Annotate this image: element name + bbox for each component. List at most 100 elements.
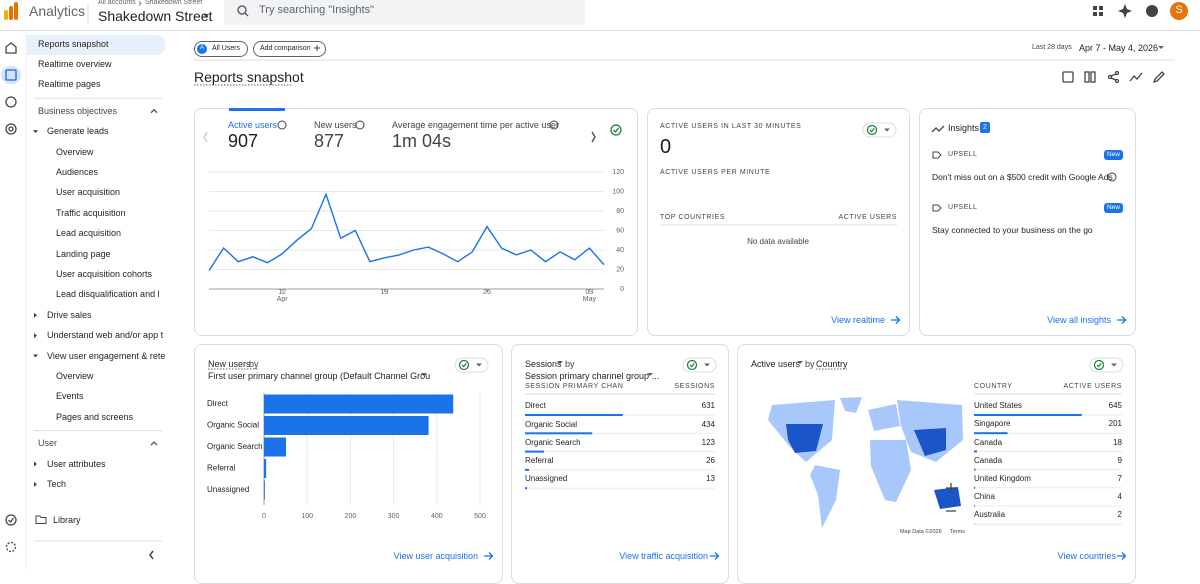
chevron[interactable] — [151, 442, 157, 445]
metric-label[interactable]: Active users — [228, 120, 277, 131]
nav-item[interactable]: Traffic acquisition — [56, 208, 126, 219]
table-cell: 631 — [702, 401, 715, 411]
caret[interactable] — [1158, 46, 1164, 49]
search-placeholder[interactable]: Try searching "Insights" — [259, 4, 374, 17]
table-cell: United States — [974, 401, 1022, 411]
nav-group[interactable]: Drive sales — [47, 310, 92, 321]
card-title-by: by — [805, 359, 815, 370]
expand-caret[interactable] — [34, 333, 37, 338]
nav-item[interactable]: Realtime overview — [38, 59, 112, 70]
table-cell: China — [974, 492, 995, 502]
expand-caret[interactable] — [34, 313, 37, 318]
property-selector[interactable]: Shakedown Street — [98, 8, 212, 25]
page-title: Reports snapshot — [194, 69, 304, 86]
table-cell: Singapore — [974, 419, 1010, 429]
nav-item[interactable]: Overview — [56, 147, 94, 158]
avatar: S — [1175, 4, 1182, 17]
table-cell: Direct — [525, 401, 546, 411]
expand-caret[interactable] — [34, 462, 37, 467]
table-cell: Referral — [525, 456, 553, 466]
card-link[interactable]: View all insights — [1047, 315, 1111, 326]
insight-text[interactable]: Don't miss out on a $500 credit with Goo… — [932, 172, 1113, 182]
nav-group[interactable]: Generate leads — [47, 126, 109, 137]
column-header: TOP COUNTRIES — [660, 214, 725, 222]
new-badge-text: New — [1107, 151, 1120, 159]
expand-caret[interactable] — [33, 355, 38, 358]
nav-item[interactable]: Realtime pages — [38, 79, 101, 90]
table-cell: 645 — [1109, 401, 1122, 411]
metric-value: 1m 04s — [392, 131, 451, 153]
card-title-by: by — [565, 359, 575, 370]
breadcrumb[interactable]: Shakedown Street — [145, 0, 202, 7]
collapse-icon[interactable] — [150, 551, 153, 559]
column-header: COUNTRY — [974, 383, 1013, 391]
nav-item[interactable]: User acquisition — [56, 187, 120, 198]
table-cell: 201 — [1109, 419, 1122, 429]
table-cell: Australia — [974, 510, 1005, 520]
app-name: Analytics — [29, 3, 85, 20]
metric-value: 877 — [314, 131, 344, 153]
table-cell: 13 — [706, 474, 715, 484]
column-header: ACTIVE USERS — [1063, 383, 1122, 391]
metric-label[interactable]: New users — [314, 120, 357, 131]
card-countries — [737, 344, 1136, 584]
column-header: SESSION PRIMARY CHAN — [525, 383, 624, 391]
card-link[interactable]: View traffic acquisition — [619, 551, 708, 562]
card-link[interactable]: View user acquisition — [394, 551, 478, 562]
metric-value: 907 — [228, 131, 258, 153]
nav-item[interactable]: Audiences — [56, 167, 98, 178]
table-cell: Organic Social — [525, 420, 577, 430]
nav-item[interactable]: Library — [53, 515, 81, 526]
nav-group[interactable]: Tech — [47, 479, 66, 490]
nav-group[interactable]: View user engagement & rete — [47, 351, 165, 362]
chevron[interactable] — [151, 110, 157, 113]
map-terms[interactable]: Terms — [950, 529, 965, 536]
count-badge-text: 2 — [983, 124, 987, 132]
card-title: ACTIVE USERS IN LAST 30 MINUTES — [660, 123, 801, 131]
expand-caret[interactable] — [33, 130, 38, 133]
nav-group[interactable]: Understand web and/or app t — [47, 330, 163, 341]
table-cell: 26 — [706, 456, 715, 466]
toolbar-icons[interactable] — [1063, 72, 1164, 83]
card-title: Insights — [948, 123, 979, 134]
nav-item[interactable]: Lead acquisition — [56, 228, 121, 239]
card-title-by: by — [249, 359, 259, 370]
insight-tag: UPSELL — [948, 151, 977, 159]
table-cell: United Kingdom — [974, 474, 1031, 484]
new-badge-text: New — [1107, 204, 1120, 212]
nav-item[interactable]: Reports snapshot — [38, 39, 109, 50]
card-dimension[interactable]: Country — [816, 359, 848, 370]
metric-label[interactable]: Average engagement time per active user — [392, 120, 559, 131]
insight-tag: UPSELL — [948, 204, 977, 212]
nav-item[interactable]: User acquisition cohorts — [56, 269, 152, 280]
page: Analytics { "app": {"name": "Analytics",… — [0, 0, 1200, 570]
add-comparison[interactable]: Add comparison — [260, 45, 311, 53]
table-cell: Organic Search — [525, 438, 581, 448]
card-link[interactable]: View realtime — [831, 315, 885, 326]
empty-state: No data available — [747, 237, 809, 247]
table-cell: 9 — [1118, 456, 1122, 466]
nav-item[interactable]: Overview — [56, 371, 94, 382]
card-subtitle[interactable]: Session primary channel group ... — [525, 371, 659, 382]
card-subtitle[interactable]: First user primary channel group (Defaul… — [208, 371, 430, 382]
date-range-label: Last 28 days — [1032, 44, 1072, 52]
nav-section[interactable]: Business objectives — [38, 106, 117, 117]
nav-item[interactable]: Landing page — [56, 249, 111, 260]
nav-item[interactable]: Events — [56, 391, 84, 402]
card-link[interactable]: View countries — [1058, 551, 1116, 562]
nav-item[interactable]: Pages and screens — [56, 412, 133, 423]
card-title[interactable]: Sessions — [525, 359, 562, 370]
card-title[interactable]: Active users — [751, 359, 800, 370]
nav-group[interactable]: User attributes — [47, 459, 106, 470]
date-range[interactable]: Apr 7 - May 4, 2026 — [1079, 43, 1158, 54]
map-credit: Map Data ©2026 — [900, 529, 942, 536]
nav-item[interactable]: Lead disqualification and l — [56, 289, 160, 300]
breadcrumb[interactable]: All accounts — [98, 0, 136, 7]
expand-caret[interactable] — [34, 482, 37, 487]
insight-text[interactable]: Stay connected to your business on the g… — [932, 225, 1093, 235]
nav-section[interactable]: User — [38, 438, 57, 449]
table-cell: 4 — [1118, 492, 1122, 502]
table-cell: 434 — [702, 420, 715, 430]
comparison-chip[interactable]: All Users — [212, 45, 240, 53]
